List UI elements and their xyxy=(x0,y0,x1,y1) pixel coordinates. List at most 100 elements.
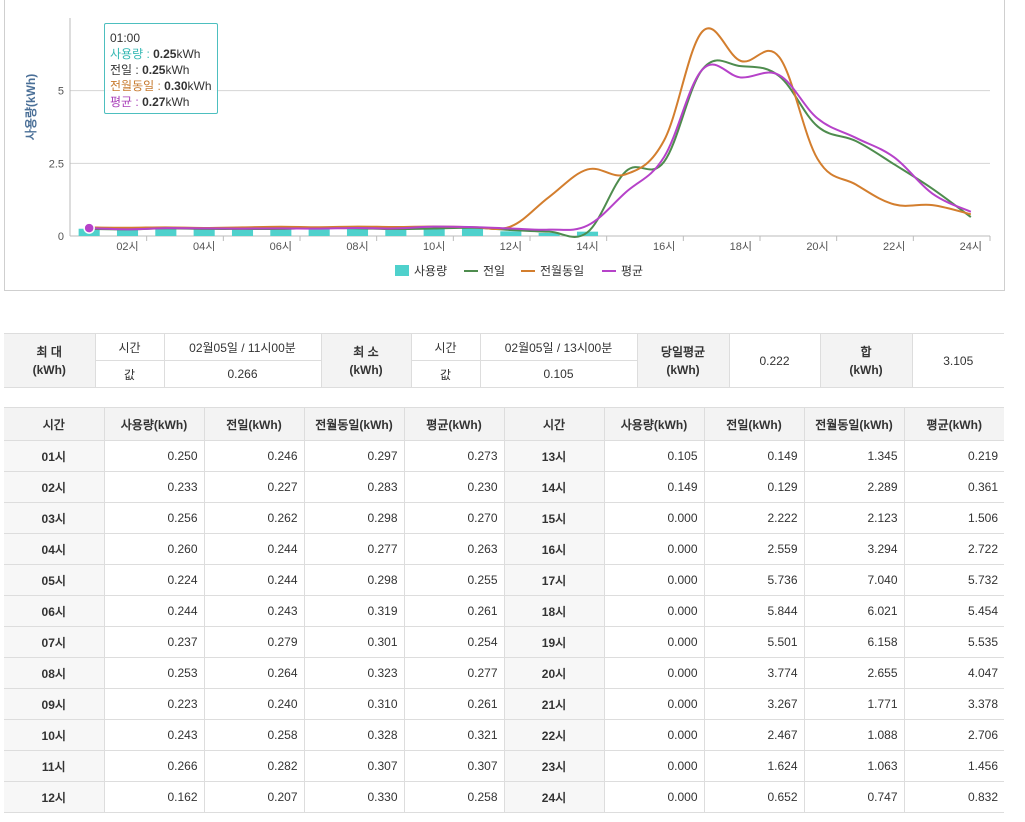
value-cell: 0.243 xyxy=(203,595,305,627)
hour-cell: 18시 xyxy=(503,595,605,627)
column-header: 시간 xyxy=(4,407,105,441)
legend-label: 평균 xyxy=(621,264,643,278)
column-header: 전일(kWh) xyxy=(703,407,805,441)
value-cell: 7.040 xyxy=(803,564,905,596)
usage-chart: 0 2.5 5 사용량(kWh) 02시 04시 06시 08시 10시 12시 14시 16시 18시… xyxy=(23,18,991,278)
column-header: 평균(kWh) xyxy=(403,407,505,441)
value-cell: 0.747 xyxy=(803,781,905,813)
value-cell: 0.243 xyxy=(103,719,205,751)
tooltip-row: 전일 : 0.25kWh xyxy=(110,62,212,78)
column-header: 사용량(kWh) xyxy=(103,407,205,441)
value-cell: 0.277 xyxy=(403,657,505,689)
x-tick-label: 10시 xyxy=(423,241,445,253)
value-cell: 0.256 xyxy=(103,502,205,534)
summary-table: 최 대 (kWh) 시간 02월05일 / 11시00분 최 소 (kWh) 시… xyxy=(4,333,1004,388)
value-cell: 2.706 xyxy=(903,719,1004,751)
min-value: 0.105 xyxy=(479,360,637,388)
hour-cell: 19시 xyxy=(503,626,605,658)
value-cell: 3.378 xyxy=(903,688,1004,720)
value-cell: 0.330 xyxy=(303,781,405,813)
value-cell: 0.149 xyxy=(703,440,805,472)
value-cell: 0.000 xyxy=(603,688,705,720)
value-cell: 0.319 xyxy=(303,595,405,627)
usage-chart-panel: 0 2.5 5 사용량(kWh) 02시 04시 06시 08시 10시 12시 14시 16시 18시… xyxy=(4,0,1005,291)
value-cell: 0.260 xyxy=(103,533,205,565)
hour-cell: 08시 xyxy=(4,657,105,689)
x-tick-label: 12시 xyxy=(500,241,522,253)
value-cell: 0.000 xyxy=(603,502,705,534)
value-cell: 2.655 xyxy=(803,657,905,689)
value-cell: 0.298 xyxy=(303,564,405,596)
x-tick-label: 04시 xyxy=(193,241,215,253)
tooltip-row: 사용량 : 0.25kWh xyxy=(110,46,212,62)
value-cell: 6.021 xyxy=(803,595,905,627)
column-header: 시간 xyxy=(503,407,605,441)
table-row: 03시 0.256 0.262 0.298 0.270 15시 0.000 2.222 2.12… xyxy=(4,502,1004,534)
value-cell: 0.832 xyxy=(903,781,1004,813)
value-cell: 0.328 xyxy=(303,719,405,751)
value-cell: 0.277 xyxy=(303,533,405,565)
tooltip-row-value: 0.27 xyxy=(142,95,166,109)
x-tick-label: 06시 xyxy=(270,241,292,253)
value-cell: 3.774 xyxy=(703,657,805,689)
value-cell: 0.244 xyxy=(103,595,205,627)
value-cell: 5.535 xyxy=(903,626,1004,658)
column-header: 전월동일(kWh) xyxy=(803,407,905,441)
hour-cell: 15시 xyxy=(503,502,605,534)
usage-bar xyxy=(308,229,330,236)
hour-cell: 16시 xyxy=(503,533,605,565)
tooltip-time: 01:00 xyxy=(110,31,141,45)
min-time-value: 02월05일 / 13시00분 xyxy=(479,333,638,361)
legend-label: 전일 xyxy=(483,264,505,278)
column-header: 사용량(kWh) xyxy=(603,407,705,441)
table-row: 04시 0.260 0.244 0.277 0.263 16시 0.000 2.559 3.29… xyxy=(4,533,1004,565)
usage-bar xyxy=(155,228,177,236)
value-cell: 2.123 xyxy=(803,502,905,534)
value-cell: 0.261 xyxy=(403,688,505,720)
tooltip-row-label: 전월동일 : xyxy=(110,79,165,93)
hour-cell: 14시 xyxy=(503,471,605,503)
value-cell: 0.321 xyxy=(403,719,505,751)
chart-tooltip: 01:00 사용량 : 0.25kWh 전일 : 0.25kWh 전월동일 : 0.… xyxy=(104,23,218,114)
table-row: 08시 0.253 0.264 0.323 0.277 20시 0.000 3.774 2.65… xyxy=(4,657,1004,689)
tooltip-row-unit: kWh xyxy=(176,47,201,61)
value-cell: 3.294 xyxy=(803,533,905,565)
value-cell: 0.237 xyxy=(103,626,205,658)
average-line xyxy=(89,63,972,231)
hour-cell: 02시 xyxy=(4,471,105,503)
legend-label: 사용량 xyxy=(414,264,447,278)
tooltip-row-value: 0.30 xyxy=(164,79,188,93)
table-row: 11시 0.266 0.282 0.307 0.307 23시 0.000 1.624 1.06… xyxy=(4,750,1004,782)
column-header: 전월동일(kWh) xyxy=(303,407,405,441)
x-tick-label: 22시 xyxy=(883,241,905,253)
y-tick-label: 5 xyxy=(58,86,64,98)
hour-cell: 23시 xyxy=(503,750,605,782)
value-cell: 0.264 xyxy=(203,657,305,689)
value-cell: 0.307 xyxy=(403,750,505,782)
usage-bar xyxy=(461,228,484,236)
value-cell: 0.258 xyxy=(203,719,305,751)
table-row: 06시 0.244 0.243 0.319 0.261 18시 0.000 5.844 6.02… xyxy=(4,595,1004,627)
usage-bar xyxy=(231,229,254,236)
value-cell: 0.266 xyxy=(103,750,205,782)
hour-cell: 24시 xyxy=(503,781,605,813)
value-cell: 5.501 xyxy=(703,626,805,658)
value-cell: 0.227 xyxy=(203,471,305,503)
value-cell: 0.000 xyxy=(603,533,705,565)
value-cell: 2.222 xyxy=(703,502,805,534)
value-cell: 0.000 xyxy=(603,781,705,813)
value-cell: 1.088 xyxy=(803,719,905,751)
value-cell: 2.722 xyxy=(903,533,1004,565)
value-cell: 0.361 xyxy=(903,471,1004,503)
table-row: 09시 0.223 0.240 0.310 0.261 21시 0.000 3.267 1.77… xyxy=(4,688,1004,720)
tooltip-row-unit: kWh xyxy=(187,79,212,93)
tooltip-row-value: 0.25 xyxy=(153,47,177,61)
value-cell: 0.000 xyxy=(603,626,705,658)
column-header: 전일(kWh) xyxy=(203,407,305,441)
value-cell: 0.261 xyxy=(403,595,505,627)
value-cell: 0.323 xyxy=(303,657,405,689)
value-cell: 0.240 xyxy=(203,688,305,720)
value-cell: 0.246 xyxy=(203,440,305,472)
hour-cell: 10시 xyxy=(4,719,105,751)
value-cell: 0.270 xyxy=(403,502,505,534)
